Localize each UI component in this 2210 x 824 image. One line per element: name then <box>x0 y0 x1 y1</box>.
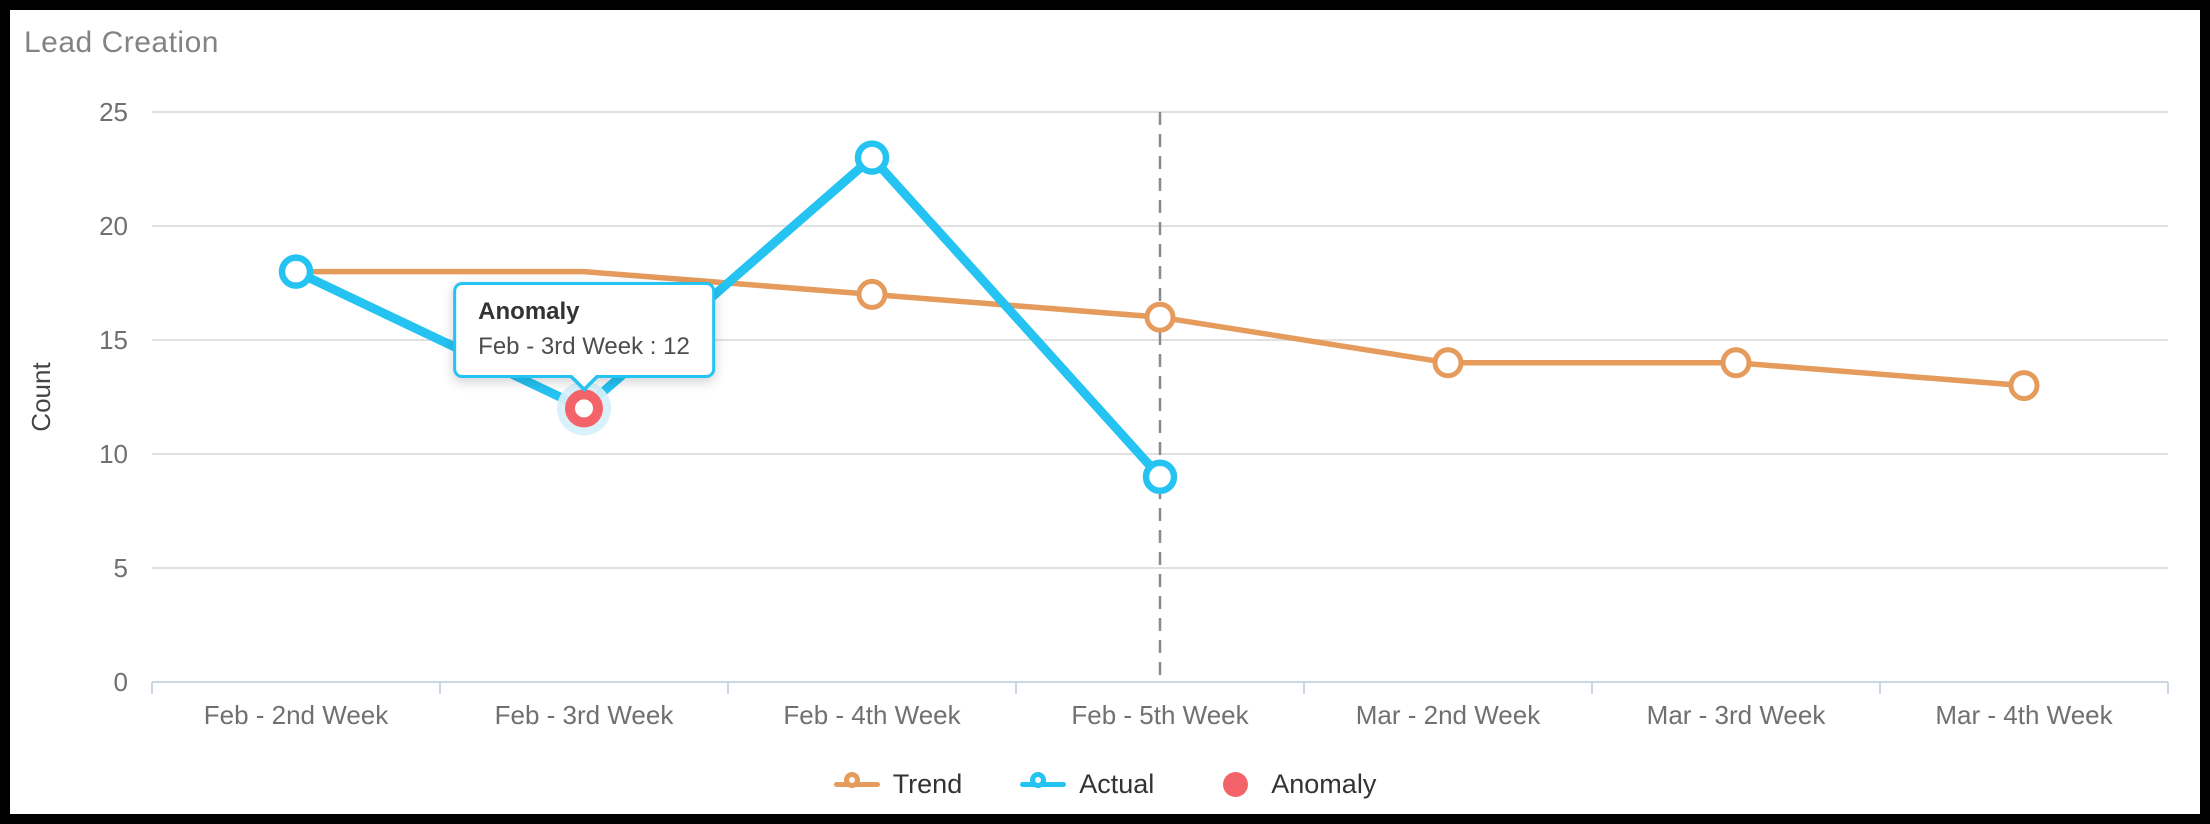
tooltip-body: Feb - 3rd Week : 12 <box>478 333 690 361</box>
x-axis-label: Feb - 5th Week <box>1071 700 1249 730</box>
y-tick-label: 0 <box>114 667 128 697</box>
chart-card: Lead Creation 0 5 10 15 20 25 Count Feb - 2nd W… <box>10 10 2200 814</box>
anomaly-tooltip: Anomaly Feb - 3rd Week : 12 <box>453 282 715 379</box>
legend-label: Anomaly <box>1271 769 1377 799</box>
trend-point[interactable] <box>2008 370 2040 402</box>
y-tick-label: 10 <box>99 439 128 469</box>
tooltip-title: Anomaly <box>478 298 580 326</box>
legend-label: Actual <box>1079 769 1155 799</box>
y-tick-label: 20 <box>99 211 128 241</box>
x-axis-label: Feb - 3rd Week <box>495 700 675 730</box>
chart-legend: Trend Actual Anomaly <box>10 769 2200 800</box>
actual-point[interactable] <box>854 140 890 175</box>
x-axis-label: Mar - 2nd Week <box>1356 700 1541 730</box>
legend-item-anomaly[interactable]: Anomaly <box>1212 769 1376 800</box>
legend-item-actual[interactable]: Actual <box>1020 769 1154 800</box>
legend-marker-dot <box>1222 772 1248 797</box>
actual-point[interactable] <box>278 254 314 289</box>
y-tick-label: 5 <box>114 553 128 583</box>
trend-point[interactable] <box>1432 347 1464 379</box>
legend-line-circle-icon <box>1020 771 1067 799</box>
x-axis-label: Feb - 4th Week <box>783 700 961 730</box>
legend-marker-circle <box>843 771 860 788</box>
trend-point[interactable] <box>856 278 888 310</box>
chart-title: Lead Creation <box>24 26 219 59</box>
x-axis-label: Mar - 4th Week <box>1935 700 2113 730</box>
actual-point[interactable] <box>1142 459 1178 495</box>
anomaly-point[interactable] <box>565 389 603 428</box>
trend-point[interactable] <box>1144 301 1176 333</box>
legend-marker-circle <box>1030 771 1047 788</box>
trend-point[interactable] <box>1720 347 1752 379</box>
y-axis-title: Count <box>26 362 56 432</box>
actual-line <box>291 153 1165 482</box>
x-axis-label: Feb - 2nd Week <box>204 700 390 730</box>
y-tick-label: 15 <box>99 325 128 355</box>
line-chart: 0 5 10 15 20 25 Count Feb - 2nd Week Feb - 3rd W… <box>26 97 2169 730</box>
y-tick-label: 25 <box>99 97 128 127</box>
legend-item-trend[interactable]: Trend <box>833 769 963 800</box>
legend-line-circle-icon <box>833 771 880 799</box>
x-axis-label: Mar - 3rd Week <box>1647 700 1827 730</box>
legend-dot-icon <box>1212 771 1258 799</box>
legend-label: Trend <box>892 769 963 799</box>
